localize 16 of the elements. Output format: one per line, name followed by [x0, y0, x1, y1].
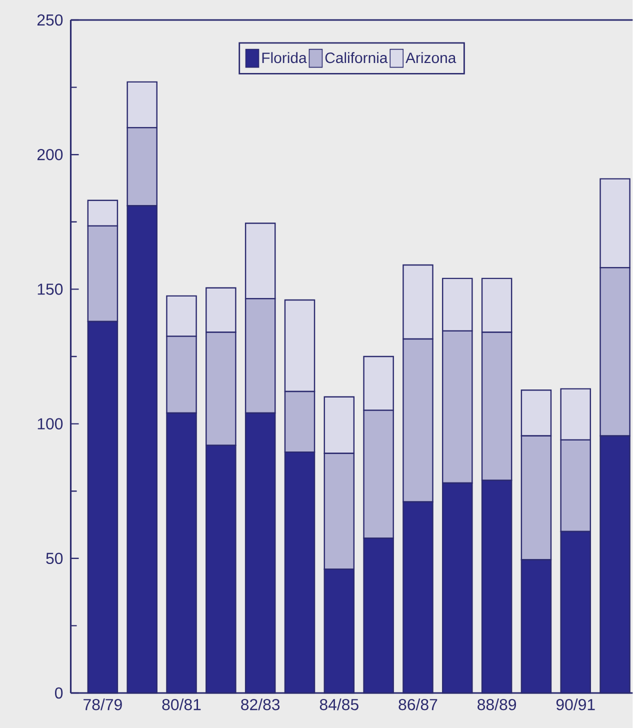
y-tick-label: 50	[46, 552, 63, 564]
y-tick-label: 0	[55, 687, 63, 699]
y-tick-label: 150	[38, 284, 63, 295]
y-tick-label: 200	[38, 148, 63, 160]
x-tick-label: 78/79	[84, 698, 122, 710]
x-tick-label: 84/85	[320, 698, 359, 710]
x-tick-label: 80/81	[162, 698, 201, 710]
x-tick-label: 86/87	[398, 698, 438, 710]
y-tick-label: 250	[38, 14, 63, 26]
legend-label: Arizona	[406, 52, 456, 64]
legend-label: Florida	[262, 52, 307, 64]
x-tick-label: 82/83	[241, 698, 280, 710]
y-tick-label: 100	[38, 418, 63, 430]
x-tick-label: 88/89	[478, 698, 516, 710]
legend-label: California	[325, 52, 388, 64]
x-tick-label: 90/91	[556, 698, 595, 710]
